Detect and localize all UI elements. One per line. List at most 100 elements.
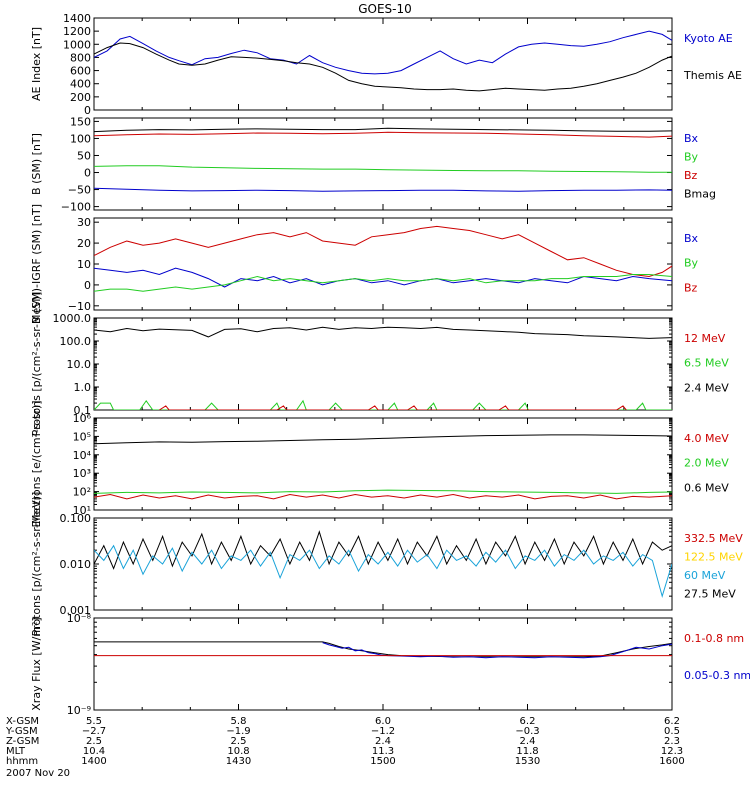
series-line-0-1-0-8-nm <box>94 641 672 658</box>
x-row-value: 5.5 <box>86 716 102 727</box>
series-line-bmag <box>94 127 672 133</box>
y-tick-label: 0.010 <box>60 558 92 571</box>
series-line-4-0-mev <box>94 493 672 500</box>
y-tick-label: 50 <box>77 149 91 162</box>
panel-xray: 10⁻⁹ 10⁻⁸ Xray Flux [W/m²] 0.1-0.8 nm 0.05-0… <box>30 612 750 717</box>
y-tick-label: 10¹ <box>73 504 91 517</box>
x-row-value: −0.3 <box>515 726 539 737</box>
legend-entry: By <box>684 257 699 270</box>
x-row-value: −1.9 <box>226 726 250 737</box>
legend-entry: Bz <box>684 169 698 182</box>
legend-entry: 0.6 MeV <box>684 481 729 494</box>
series-group <box>94 225 672 292</box>
y-axis-label: Protons [p/(cm²-s-sr-MeV)] <box>30 492 43 637</box>
series-group <box>94 127 672 192</box>
x-row-value: 1500 <box>370 756 395 767</box>
y-tick-label: 10⁵ <box>73 430 91 443</box>
legend-entry: 332.5 MeV <box>684 532 743 545</box>
x-row-value: 5.8 <box>231 716 247 727</box>
y-axis-label: Electrons [e/(cm²-s-sr)] <box>30 400 43 527</box>
y-tick-label: 0 <box>84 104 91 117</box>
y-tick-label: 0 <box>84 279 91 292</box>
y-tick-label: 1200 <box>63 25 91 38</box>
x-row-value: 2.3 <box>664 736 680 747</box>
series-line-bz <box>94 225 672 278</box>
legend-entry: 27.5 MeV <box>684 588 736 601</box>
legend-entry: Kyoto AE <box>684 32 733 45</box>
legend-entry: 12 MeV <box>684 332 726 345</box>
x-row-value: 1600 <box>659 756 684 767</box>
x-row-value: 10.4 <box>83 746 105 757</box>
legend-entry: 2.0 MeV <box>684 457 729 470</box>
panel-protons_mev: 0.1 1.0 10.0 100.0 1000.0 Protons [p/(cm²-s-s… <box>30 292 729 437</box>
series-line-by <box>94 165 672 173</box>
y-tick-label: 10³ <box>73 467 91 480</box>
x-row-value: 6.2 <box>520 716 536 727</box>
y-tick-label: 1400 <box>63 12 91 25</box>
series-line-by <box>94 274 672 292</box>
y-tick-label: −100 <box>61 201 91 214</box>
x-row-value: 11.3 <box>372 746 394 757</box>
x-row-value: 0.5 <box>664 726 680 737</box>
x-row-value: 1530 <box>515 756 540 767</box>
y-tick-label: 400 <box>70 78 91 91</box>
series-line-bx <box>94 267 672 288</box>
y-tick-label: −10 <box>68 300 91 313</box>
series-line-kyoto-ae <box>94 30 672 75</box>
panel-frame <box>93 617 673 711</box>
series-group <box>94 530 672 599</box>
legend-entry: 4.0 MeV <box>684 432 729 445</box>
legend-entry: Bz <box>684 281 698 294</box>
series-line-2-0-mev <box>94 489 672 494</box>
series-group <box>94 641 672 659</box>
legend-entry: Bx <box>684 232 699 245</box>
y-tick-label: 0.001 <box>60 604 92 617</box>
y-tick-label: 0 <box>84 167 91 180</box>
series-line-2-4-mev <box>94 326 672 339</box>
y-tick-label: 200 <box>70 91 91 104</box>
x-row-label: hhmm <box>6 756 38 767</box>
series-line-themis-ae <box>94 42 672 92</box>
x-row-value: 2.4 <box>520 736 536 747</box>
x-row-label: Y-GSM <box>5 726 38 737</box>
y-tick-label: 10.0 <box>67 358 92 371</box>
panel-bsm: −100 −50 0 50 100 150 B (SM) [nT] Bx By Bz Bmag <box>30 115 716 213</box>
series-line-bz <box>94 131 672 138</box>
y-axis-label: AE Index [nT] <box>30 27 43 101</box>
series-group <box>94 30 672 92</box>
legend-entry: 0.05-0.3 nm <box>684 669 750 682</box>
legend-entry: Bx <box>684 132 699 145</box>
series-line-60-mev <box>94 544 672 599</box>
x-row-value: 1400 <box>81 756 106 767</box>
x-row-value: −1.2 <box>371 726 395 737</box>
legend-entry: By <box>684 151 699 164</box>
x-row-value: 2.5 <box>231 736 247 747</box>
series-group <box>94 434 672 500</box>
panel-frame <box>93 217 673 311</box>
panel-protons_hi: 0.001 0.010 0.100 Protons [p/(cm²-s-sr-MeV)… <box>30 492 743 637</box>
series-group <box>94 326 672 410</box>
y-tick-label: 10⁴ <box>73 449 92 462</box>
legend-entry: 2.4 MeV <box>684 381 729 394</box>
x-row-value: 6.0 <box>375 716 391 727</box>
legend-entry: 60 MeV <box>684 569 726 582</box>
x-row-value: 10.8 <box>227 746 249 757</box>
panel-frame <box>93 117 673 211</box>
legend-entry: 122.5 MeV <box>684 551 743 564</box>
y-tick-label: 10⁻⁸ <box>67 612 92 625</box>
x-row-label: MLT <box>6 746 26 757</box>
series-line-12-mev <box>159 405 627 410</box>
y-tick-label: 30 <box>77 216 91 229</box>
y-tick-label: 100.0 <box>60 335 92 348</box>
legend-entry: 6.5 MeV <box>684 357 729 370</box>
legend-entry: Themis AE <box>683 69 742 82</box>
series-line-27-5-mev <box>94 530 672 570</box>
y-axis-label: Protons [p/(cm²-s-sr-MeV)] <box>30 292 43 437</box>
chart-title: GOES-10 <box>358 2 412 16</box>
y-tick-label: 1000 <box>63 38 91 51</box>
x-row-label: X-GSM <box>6 716 39 727</box>
panel-frame <box>93 317 673 411</box>
series-line-0-05-0-3-nm <box>322 642 672 659</box>
